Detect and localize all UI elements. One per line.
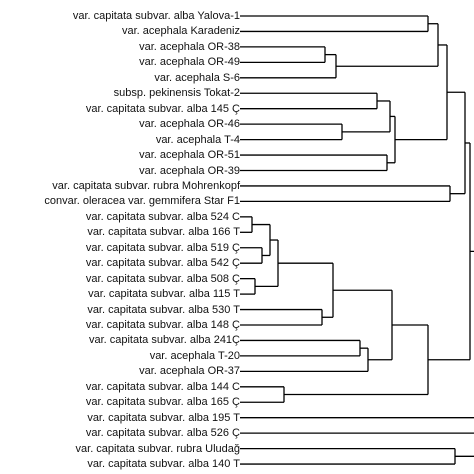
leaf-label: var. acephala T-20 [149, 349, 240, 362]
leaf-labels: var. capitata subvar. alba Yalova-1 var.… [44, 10, 240, 471]
leaf-label: var. acephala OR-38 [139, 40, 240, 53]
leaf-label: var. acephala OR-51 [139, 149, 240, 162]
leaf-label: var. acephala Karadeniz [121, 25, 240, 38]
leaf-label: var. capitata subvar. alba 195 T [87, 411, 240, 424]
leaf-label: var. capitata subvar. alba 165 Ç [85, 396, 240, 409]
leaf-label: var. capitata subvar. alba 508 Ç [85, 272, 240, 285]
leaf-label: var. acephala OR-46 [139, 118, 240, 131]
leaf-label: convar. oleracea var. gemmifera Star F1 [44, 195, 240, 208]
leaf-label: var. capitata subvar. alba 144 C [85, 380, 240, 393]
leaf-label: var. acephala T-4 [155, 133, 240, 146]
leaf-label: var. capitata subvar. alba 542 Ç [85, 257, 240, 270]
leaf-label: var. capitata subvar. alba 115 T [88, 288, 240, 301]
leaf-label: var. capitata subvar. alba Yalova-1 [72, 10, 240, 22]
leaf-label: var. capitata subvar. alba 526 Ç [85, 427, 240, 440]
leaf-label: var. acephala S-6 [154, 71, 240, 84]
leaf-label: subsp. pekinensis Tokat-2 [113, 87, 240, 100]
leaf-label: var. capitata subvar. alba 166 T [87, 226, 240, 239]
leaf-label: var. capitata subvar. alba 148 Ç [85, 319, 240, 331]
leaf-label: var. acephala OR-49 [139, 56, 240, 69]
leaf-label: var. capitata subvar. rubra Uludağ [75, 442, 240, 455]
leaf-label: var. capitata subvar. alba 145 Ç [85, 102, 240, 115]
leaf-label: var. capitata subvar. alba 140 T [87, 458, 240, 471]
leaf-label: var. acephala OR-37 [139, 365, 240, 378]
leaf-label: var. capitata subvar. alba 519 Ç [85, 241, 240, 254]
leaf-label: var. capitata subvar. rubra Mohrenkopf [52, 179, 240, 192]
leaf-label: var. acephala OR-39 [139, 164, 240, 177]
leaf-label: var. capitata subvar. alba 530 T [87, 303, 240, 316]
leaf-label: var. capitata subvar. alba 241Ç [88, 334, 240, 347]
leaf-label: var. capitata subvar. alba 524 C [85, 210, 240, 223]
